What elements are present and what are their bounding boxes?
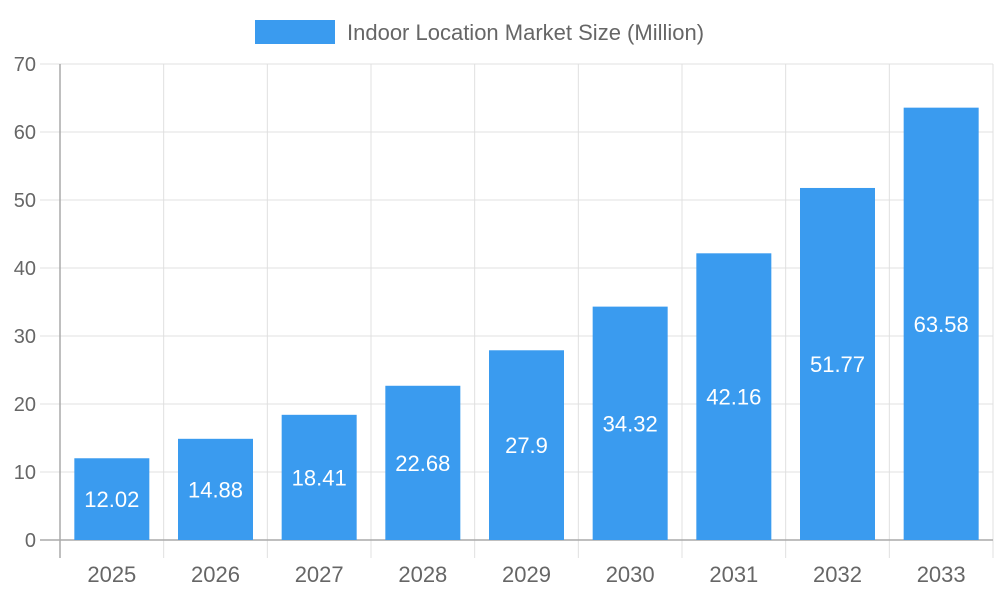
data-label: 51.77 <box>810 352 865 377</box>
bar-2030 <box>592 306 668 540</box>
bar-2032 <box>800 187 875 541</box>
x-tick-label: 2025 <box>87 562 136 587</box>
y-tick-label: 30 <box>14 326 36 348</box>
bar-2028 <box>385 385 461 540</box>
x-tick-label: 2029 <box>502 562 551 587</box>
x-tick-label: 2032 <box>813 562 862 587</box>
x-tick-label: 2027 <box>295 562 344 587</box>
y-tick-label: 50 <box>14 190 36 212</box>
data-label: 27.9 <box>505 433 548 458</box>
bar-2029 <box>489 350 564 540</box>
y-tick-label: 40 <box>14 258 36 280</box>
bar-2033 <box>903 107 979 540</box>
data-label: 34.32 <box>603 411 658 436</box>
y-tick-label: 70 <box>14 54 36 76</box>
bar-2025 <box>74 458 150 540</box>
y-tick-label: 20 <box>14 394 36 416</box>
data-label: 42.16 <box>706 385 761 410</box>
bar-2026 <box>178 438 253 540</box>
x-tick-label: 2030 <box>606 562 655 587</box>
legend-label: Indoor Location Market Size (Million) <box>347 20 704 45</box>
x-tick-label: 2031 <box>709 562 758 587</box>
data-label: 22.68 <box>395 451 450 476</box>
x-tick-label: 2028 <box>398 562 447 587</box>
x-tick-label: 2033 <box>917 562 966 587</box>
data-label: 12.02 <box>84 487 139 512</box>
bar-2031 <box>696 253 772 540</box>
legend-swatch <box>255 20 335 44</box>
data-label: 18.41 <box>292 465 347 490</box>
y-tick-label: 10 <box>14 462 36 484</box>
data-label: 63.58 <box>914 312 969 337</box>
y-tick-label: 0 <box>25 530 36 552</box>
bar-2027 <box>281 414 357 540</box>
x-tick-label: 2026 <box>191 562 240 587</box>
data-label: 14.88 <box>188 477 243 502</box>
y-tick-label: 60 <box>14 122 36 144</box>
